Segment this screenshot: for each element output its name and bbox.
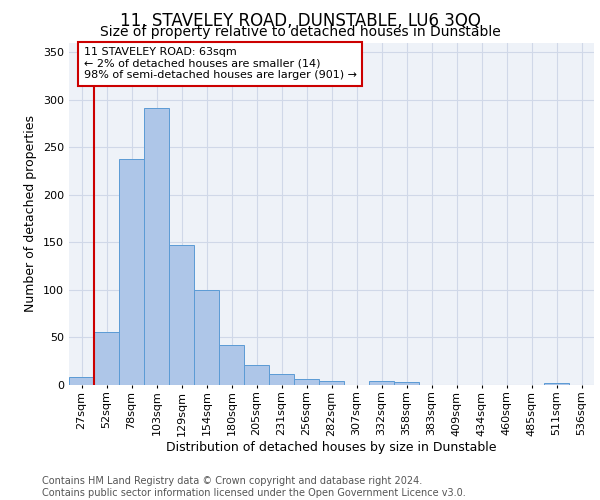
Bar: [194, 290, 219, 385]
Bar: [244, 365, 269, 385]
Text: Size of property relative to detached houses in Dunstable: Size of property relative to detached ho…: [100, 25, 500, 39]
Text: 11, STAVELEY ROAD, DUNSTABLE, LU6 3QQ: 11, STAVELEY ROAD, DUNSTABLE, LU6 3QQ: [119, 12, 481, 30]
Bar: [119, 158, 144, 385]
Y-axis label: Number of detached properties: Number of detached properties: [25, 116, 37, 312]
Text: Contains HM Land Registry data © Crown copyright and database right 2024.
Contai: Contains HM Land Registry data © Crown c…: [42, 476, 466, 498]
Bar: [319, 381, 344, 385]
Bar: [269, 374, 294, 385]
Bar: [294, 380, 319, 385]
Bar: [369, 381, 394, 385]
Text: 11 STAVELEY ROAD: 63sqm
← 2% of detached houses are smaller (14)
98% of semi-det: 11 STAVELEY ROAD: 63sqm ← 2% of detached…: [83, 48, 356, 80]
Bar: [544, 383, 569, 385]
Bar: [394, 382, 419, 385]
Bar: [69, 378, 94, 385]
Bar: [219, 345, 244, 385]
X-axis label: Distribution of detached houses by size in Dunstable: Distribution of detached houses by size …: [166, 441, 497, 454]
Bar: [94, 332, 119, 385]
Bar: [169, 245, 194, 385]
Bar: [144, 108, 169, 385]
